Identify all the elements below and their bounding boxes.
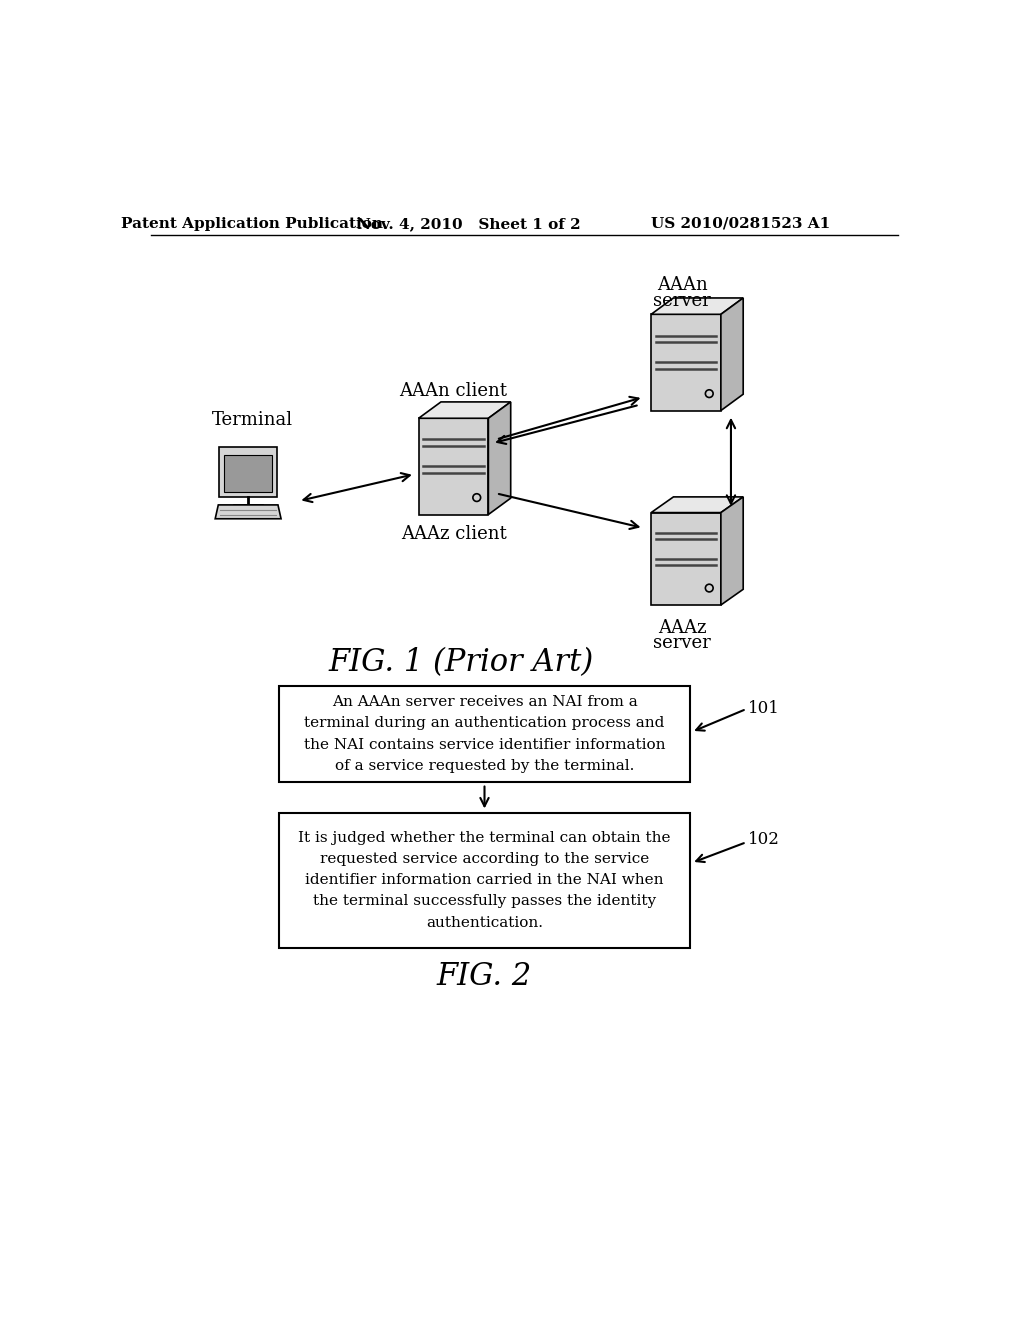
Polygon shape <box>215 506 281 519</box>
Text: An AAAn server receives an NAI from a
terminal during an authentication process : An AAAn server receives an NAI from a te… <box>304 696 666 772</box>
Polygon shape <box>651 496 743 512</box>
Polygon shape <box>219 447 278 498</box>
Text: AAAz: AAAz <box>657 619 707 638</box>
Text: 101: 101 <box>748 701 780 718</box>
Polygon shape <box>419 418 488 515</box>
Text: AAAn client: AAAn client <box>399 381 508 400</box>
Text: AAAz client: AAAz client <box>400 525 507 543</box>
Polygon shape <box>721 298 743 411</box>
Polygon shape <box>419 401 511 418</box>
Text: server: server <box>653 635 711 652</box>
Polygon shape <box>224 455 271 492</box>
Text: Terminal: Terminal <box>211 412 293 429</box>
Text: server: server <box>653 292 711 310</box>
Text: AAAn: AAAn <box>656 276 708 294</box>
Text: Patent Application Publication: Patent Application Publication <box>121 216 383 231</box>
Polygon shape <box>651 512 721 605</box>
Polygon shape <box>280 686 690 781</box>
Text: FIG. 1 (Prior Art): FIG. 1 (Prior Art) <box>329 647 594 678</box>
Text: Nov. 4, 2010   Sheet 1 of 2: Nov. 4, 2010 Sheet 1 of 2 <box>357 216 581 231</box>
Polygon shape <box>651 298 743 314</box>
Text: It is judged whether the terminal can obtain the
requested service according to : It is judged whether the terminal can ob… <box>298 832 671 929</box>
Text: 102: 102 <box>748 832 780 849</box>
Polygon shape <box>280 813 690 948</box>
Polygon shape <box>651 314 721 411</box>
Text: FIG. 2: FIG. 2 <box>437 961 532 993</box>
Polygon shape <box>721 496 743 605</box>
Polygon shape <box>488 401 511 515</box>
Text: US 2010/0281523 A1: US 2010/0281523 A1 <box>650 216 829 231</box>
